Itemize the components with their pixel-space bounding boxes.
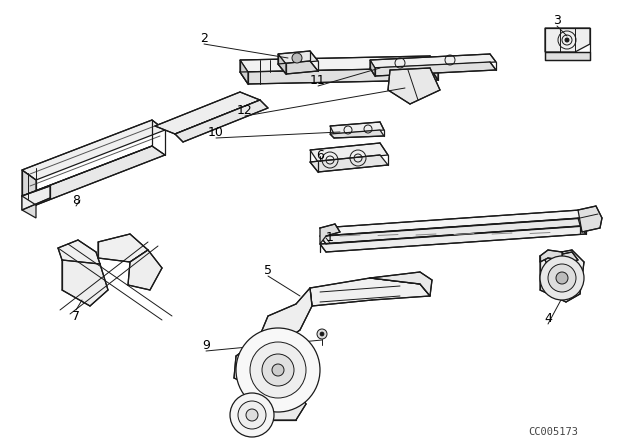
Text: 12: 12 bbox=[237, 103, 253, 116]
Circle shape bbox=[246, 409, 258, 421]
Text: 2: 2 bbox=[200, 31, 208, 44]
Circle shape bbox=[250, 342, 306, 398]
Polygon shape bbox=[22, 146, 165, 205]
Polygon shape bbox=[310, 278, 430, 306]
Polygon shape bbox=[240, 56, 438, 72]
Polygon shape bbox=[320, 226, 586, 252]
Polygon shape bbox=[278, 51, 318, 64]
Polygon shape bbox=[540, 250, 584, 302]
Text: 11: 11 bbox=[310, 73, 326, 86]
Text: 9: 9 bbox=[202, 339, 210, 352]
Circle shape bbox=[565, 38, 569, 42]
Polygon shape bbox=[242, 392, 306, 420]
Text: 10: 10 bbox=[208, 125, 224, 138]
Polygon shape bbox=[234, 340, 272, 386]
Polygon shape bbox=[258, 288, 312, 350]
Circle shape bbox=[540, 256, 584, 300]
Text: 8: 8 bbox=[72, 194, 80, 207]
Polygon shape bbox=[370, 62, 496, 76]
Polygon shape bbox=[128, 250, 162, 290]
Polygon shape bbox=[544, 252, 578, 266]
Polygon shape bbox=[320, 218, 586, 244]
Polygon shape bbox=[370, 54, 496, 68]
Text: 4: 4 bbox=[544, 311, 552, 324]
Polygon shape bbox=[278, 54, 286, 74]
Circle shape bbox=[317, 329, 327, 339]
Polygon shape bbox=[370, 60, 375, 76]
Polygon shape bbox=[175, 100, 268, 142]
Polygon shape bbox=[320, 224, 340, 244]
Text: 7: 7 bbox=[72, 310, 80, 323]
Polygon shape bbox=[545, 28, 590, 52]
Polygon shape bbox=[578, 206, 602, 232]
Polygon shape bbox=[370, 272, 432, 296]
Circle shape bbox=[272, 364, 284, 376]
Polygon shape bbox=[155, 92, 260, 134]
Circle shape bbox=[548, 264, 576, 292]
Polygon shape bbox=[545, 52, 590, 60]
Polygon shape bbox=[540, 250, 562, 262]
Text: CC005173: CC005173 bbox=[528, 427, 578, 437]
Circle shape bbox=[236, 328, 320, 412]
Circle shape bbox=[320, 332, 324, 336]
Polygon shape bbox=[430, 56, 438, 80]
Circle shape bbox=[556, 272, 568, 284]
Polygon shape bbox=[330, 122, 384, 134]
Polygon shape bbox=[22, 186, 50, 210]
Polygon shape bbox=[98, 234, 148, 262]
Polygon shape bbox=[22, 120, 165, 180]
Polygon shape bbox=[22, 170, 36, 205]
Circle shape bbox=[262, 354, 294, 386]
Polygon shape bbox=[22, 196, 36, 218]
Text: 6: 6 bbox=[316, 148, 324, 161]
Polygon shape bbox=[240, 68, 438, 84]
Polygon shape bbox=[62, 260, 108, 306]
Text: 3: 3 bbox=[553, 13, 561, 26]
Polygon shape bbox=[330, 130, 384, 138]
Circle shape bbox=[292, 53, 302, 63]
Circle shape bbox=[230, 393, 274, 437]
Polygon shape bbox=[320, 210, 586, 236]
Polygon shape bbox=[310, 143, 388, 162]
Polygon shape bbox=[240, 60, 248, 84]
Polygon shape bbox=[278, 61, 318, 74]
Circle shape bbox=[238, 401, 266, 429]
Polygon shape bbox=[388, 68, 440, 104]
Text: 1: 1 bbox=[326, 231, 334, 244]
Text: 5: 5 bbox=[264, 263, 272, 276]
Polygon shape bbox=[310, 155, 388, 172]
Polygon shape bbox=[58, 240, 100, 272]
